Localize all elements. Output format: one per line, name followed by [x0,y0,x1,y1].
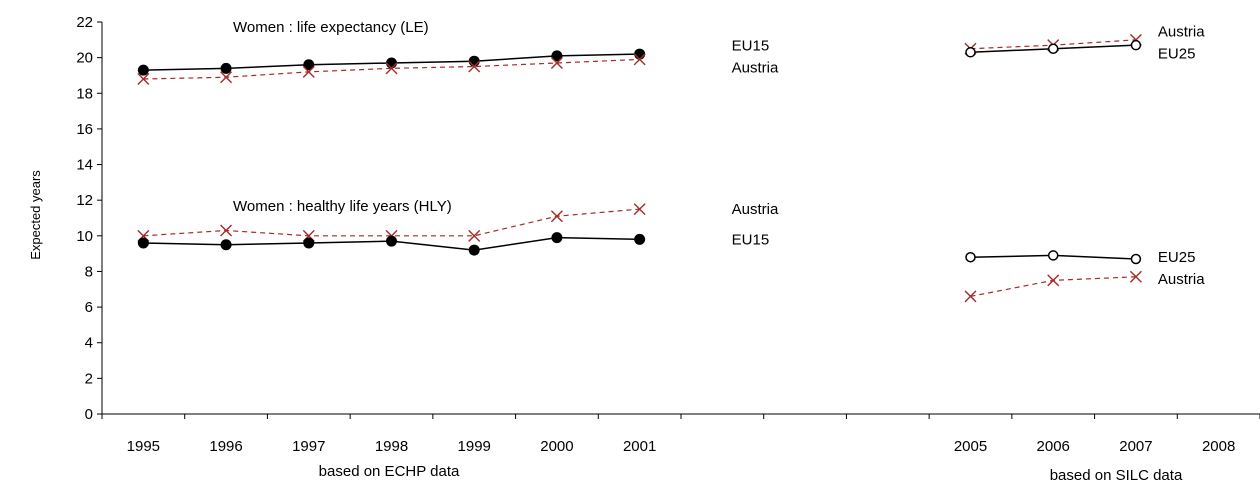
x-ticks: 1995 1996 1997 1998 1999 2000 2001 2005 2006 2007… [101,414,1260,455]
data-point [468,229,481,242]
data-point [965,47,976,58]
data-point [1129,270,1142,283]
series-end-label: Austria [1158,271,1205,288]
y-tick-label: 10 [76,228,93,245]
y-tick-label: 16 [76,121,93,138]
x-tick-label: 2000 [540,438,573,455]
data-point [220,62,232,74]
series-hly_at_silc [964,270,1142,303]
y-tick-label: 0 [85,406,93,423]
y-ticks: 0 2 4 6 8 10 12 14 16 18 20 22 [76,14,102,423]
x-tick-label: 1995 [127,438,160,455]
x-tick-label: 1997 [292,438,325,455]
data-point [634,233,646,245]
data-point [386,235,397,247]
x-tick-label: 2006 [1037,438,1070,455]
hly-annotation: Women : healthy life years (HLY) [233,198,452,215]
x-tick-label: 1999 [458,438,491,455]
data-point [551,232,563,244]
series-end-label: Austria [1158,23,1205,40]
data-point [1130,39,1142,51]
group-label-silc: based on SILC data [1050,467,1183,481]
data-point [1130,253,1142,265]
x-tick-label: 2008 [1202,438,1235,455]
series-le_at_echp [137,53,646,86]
series-hly_eu25 [965,250,1142,265]
le-annotation: Women : life expectancy (LE) [233,19,429,36]
x-tick-label: 1996 [209,438,242,455]
x-tick-label: 2001 [623,438,656,455]
y-tick-label: 4 [85,335,93,352]
x-tick-label: 1998 [375,438,408,455]
series-le_eu15 [137,48,646,76]
series-end-label: EU15 [732,231,770,248]
y-tick-label: 2 [85,370,93,387]
y-tick-label: 8 [85,263,93,280]
labels-layer: Expected years Women : life expectancy (… [28,19,1205,481]
y-tick-label: 12 [76,192,93,209]
data-point [137,73,150,86]
data-point [468,60,481,73]
y-tick-label: 14 [76,157,93,174]
y-tick-label: 6 [85,299,93,316]
axes [101,22,1260,415]
data-point [220,239,232,251]
series-end-label: EU15 [732,38,770,55]
data-point [633,53,646,66]
data-point [468,55,480,67]
series-layer [137,33,1142,303]
data-point [386,57,397,69]
series-end-label: Austria [732,60,779,77]
data-point [220,224,233,237]
data-point [550,210,563,223]
data-point [633,203,646,216]
y-tick-label: 20 [76,50,93,67]
series-end-label: EU25 [1158,45,1196,62]
x-tick-label: 2007 [1119,438,1152,455]
data-point [220,71,233,84]
data-point [634,48,646,60]
data-point [303,237,315,249]
data-point [1047,250,1059,261]
series-hly_eu15 [137,232,646,256]
series-end-label: Austria [732,201,779,218]
data-point [302,65,315,78]
x-tick-label: 2005 [954,438,987,455]
data-point [137,237,149,249]
data-point [551,50,563,62]
y-tick-label: 22 [76,14,93,31]
data-point [964,290,977,303]
data-point [1047,274,1060,287]
series-le_eu25 [965,39,1142,58]
data-point [1047,43,1059,54]
data-point [385,62,398,75]
data-point [550,56,563,69]
data-point [965,251,976,263]
series-end-label: EU25 [1158,249,1196,266]
y-axis-label: Expected years [28,170,43,260]
data-point [137,64,149,76]
data-point [303,59,315,71]
y-tick-label: 18 [76,85,93,102]
group-label-echp: based on ECHP data [319,463,460,480]
data-point [468,244,480,256]
